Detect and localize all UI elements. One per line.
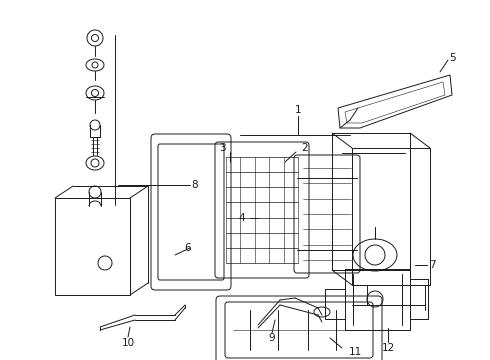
- Text: 7: 7: [429, 260, 435, 270]
- Text: 11: 11: [348, 347, 362, 357]
- Text: 3: 3: [219, 143, 225, 153]
- Text: 12: 12: [381, 343, 394, 353]
- Text: 1: 1: [294, 105, 301, 115]
- Text: 6: 6: [185, 243, 191, 253]
- Text: 9: 9: [269, 333, 275, 343]
- Text: 10: 10: [122, 338, 135, 348]
- Text: 4: 4: [239, 213, 245, 223]
- Text: 5: 5: [449, 53, 455, 63]
- Text: 2: 2: [302, 143, 308, 153]
- Text: 8: 8: [192, 180, 198, 190]
